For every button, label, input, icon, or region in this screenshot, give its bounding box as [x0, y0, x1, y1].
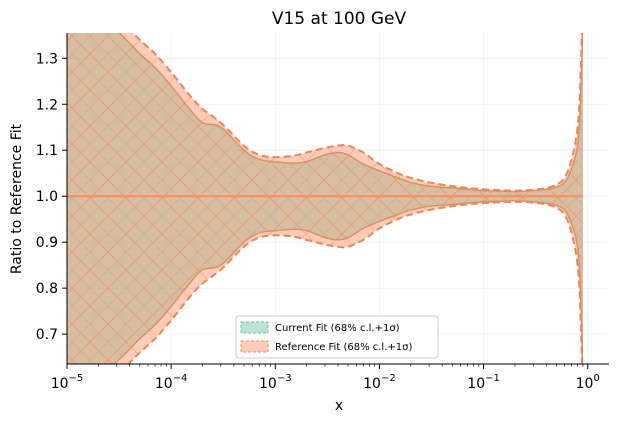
x-tick-label: 10−1 [467, 373, 500, 392]
x-tick-label: 10−4 [155, 373, 188, 392]
legend-label-reference: Reference Fit (68% c.l.+1σ) [275, 342, 412, 353]
chart-title: V15 at 100 GeV [272, 9, 407, 29]
legend-frame [235, 315, 439, 359]
legend: Current Fit (68% c.l.+1σ) Reference Fit … [235, 315, 439, 359]
reference-fit-lower-edge [127, 200, 583, 364]
x-ticks: 10−5 10−4 10−3 10−2 10−1 100 [51, 364, 600, 392]
legend-label-current: Current Fit (68% c.l.+1σ) [275, 323, 400, 334]
bands-layer [67, 33, 584, 364]
x-tick-label: 100 [576, 373, 600, 392]
legend-swatch-current [240, 321, 269, 334]
current-fit-upper-edge [118, 33, 584, 193]
y-axis-label: Ratio to Reference Fit [9, 123, 25, 274]
x-tick-label: 10−2 [363, 373, 396, 392]
y-tick-label: 1.2 [36, 97, 58, 113]
y-ticks: 0.7 0.8 0.9 1.0 1.1 1.2 1.3 [36, 51, 67, 343]
current-fit-lower-edge [111, 200, 584, 364]
x-tick-label: 10−5 [51, 373, 84, 392]
y-tick-label: 1.0 [36, 189, 58, 205]
y-tick-label: 0.8 [36, 281, 58, 297]
x-tick-label: 10−3 [259, 373, 292, 392]
y-tick-label: 1.3 [36, 51, 58, 67]
reference-fit-hatch [67, 33, 583, 364]
reference-fit-upper-edge [131, 33, 583, 192]
y-tick-label: 0.9 [36, 235, 58, 251]
y-tick-label: 1.1 [36, 143, 58, 159]
legend-swatch-reference [240, 340, 269, 353]
x-axis-label: x [335, 398, 343, 414]
y-tick-label: 0.7 [36, 327, 58, 343]
